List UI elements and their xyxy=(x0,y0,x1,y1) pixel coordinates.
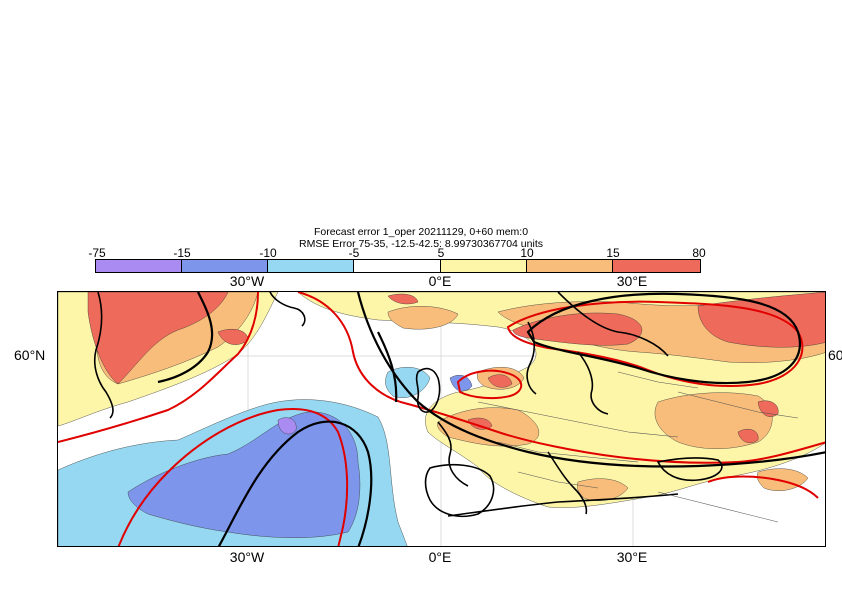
north-africa-coast xyxy=(447,493,679,517)
pressure-contour xyxy=(217,420,373,546)
bottom-tick-label: 30°W xyxy=(229,549,265,565)
red-contours xyxy=(58,292,825,546)
colorbar-label: -10 xyxy=(259,246,277,260)
colorbar-label: 15 xyxy=(606,246,620,260)
colorbar-label: -75 xyxy=(88,246,106,260)
baltic-coast xyxy=(577,351,609,415)
border xyxy=(477,401,679,438)
colorbar xyxy=(95,259,701,273)
pressure-contour xyxy=(356,292,825,468)
error-field-area xyxy=(467,417,493,430)
border xyxy=(657,491,779,523)
country-borders xyxy=(477,371,799,523)
bottom-tick-label: 0°E xyxy=(428,549,452,565)
norway-coast xyxy=(526,321,537,395)
top-tick-label: 30°W xyxy=(229,273,265,289)
plot-title-line1: Forecast error 1_oper 20211129, 0+60 mem… xyxy=(313,226,529,238)
colorbar-segment xyxy=(613,260,700,272)
error-field-area xyxy=(449,375,473,392)
red-contour xyxy=(58,292,259,443)
border xyxy=(497,441,639,463)
italy-coast xyxy=(547,451,588,515)
red-contour xyxy=(117,408,349,546)
colorbar-segment xyxy=(441,260,527,272)
bottom-tick-label: 30°E xyxy=(616,549,648,565)
iceland-coast xyxy=(269,292,306,327)
red-contour xyxy=(707,475,819,499)
red-contour xyxy=(297,292,825,464)
forecast-error-map xyxy=(57,291,826,547)
colorbar-label: 80 xyxy=(692,246,706,260)
plot-title-line2: RMSE Error 75-35, -12.5-42.5: 8.99730367… xyxy=(299,238,543,250)
colorbar-label: 5 xyxy=(437,246,445,260)
map-canvas xyxy=(58,292,825,546)
colorbar-segment xyxy=(96,260,182,272)
coastlines xyxy=(93,292,723,518)
colorbar-segment xyxy=(354,260,441,272)
error-field-area xyxy=(512,312,643,346)
colorbar-segment xyxy=(182,260,268,272)
top-tick-label: 0°E xyxy=(428,273,452,289)
error-field-area xyxy=(487,374,513,388)
colorbar-label: 10 xyxy=(520,246,534,260)
british-isles xyxy=(415,367,441,413)
colorbar-label: -5 xyxy=(348,246,360,260)
pressure-contour xyxy=(377,331,398,403)
iberia-coast xyxy=(424,463,495,518)
error-field-area xyxy=(737,429,759,443)
colorbar-segment xyxy=(527,260,613,272)
lat-label-right: 60 xyxy=(828,347,842,363)
pressure-contours xyxy=(157,292,825,546)
red-contour xyxy=(456,369,523,400)
greenland-coast xyxy=(93,292,114,419)
error-field-area xyxy=(387,293,419,305)
pressure-contour xyxy=(526,292,801,385)
error-field-area xyxy=(387,306,459,330)
error-field-area xyxy=(127,411,361,538)
black-sea-coast xyxy=(656,457,723,482)
colorbar-label: -15 xyxy=(173,246,191,260)
france-coast xyxy=(437,421,469,487)
lat-label-left: 60°N xyxy=(14,347,46,363)
pressure-contour xyxy=(157,292,214,384)
border xyxy=(517,471,599,489)
colorbar-segment xyxy=(268,260,354,272)
border xyxy=(677,391,799,419)
scandinavia-coast xyxy=(557,292,669,357)
top-tick-label: 30°E xyxy=(616,273,648,289)
border xyxy=(617,371,699,389)
error-field-area xyxy=(277,417,297,435)
